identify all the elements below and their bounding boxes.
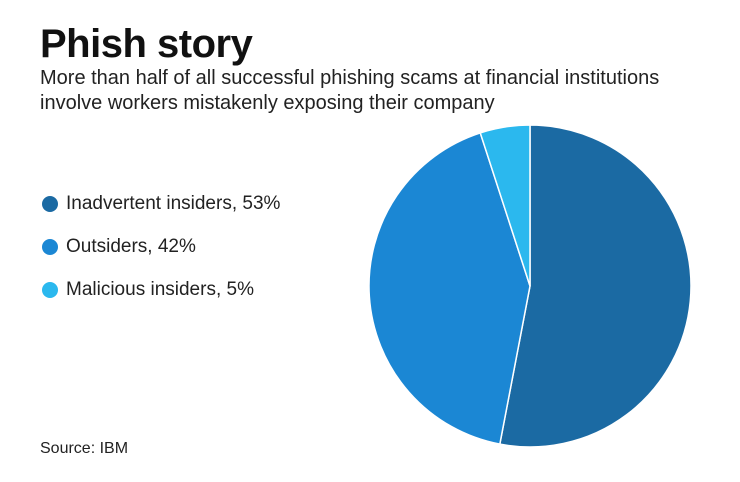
source-note: Source: IBM xyxy=(40,440,129,457)
pie-chart xyxy=(368,124,692,448)
legend-swatch-inadvertent-insiders xyxy=(42,196,58,212)
legend-label-inadvertent-insiders: Inadvertent insiders, 53% xyxy=(66,193,281,214)
legend-item-malicious-insiders: Malicious insiders, 5% xyxy=(42,279,280,301)
pie-slice-outsiders xyxy=(368,131,531,446)
pie-slice-malicious-insiders xyxy=(479,124,531,287)
legend-swatch-malicious-insiders xyxy=(42,282,58,298)
chart-subtitle: More than half of all successful phishin… xyxy=(40,67,660,114)
legend-item-inadvertent-insiders: Inadvertent insiders, 53% xyxy=(42,193,280,215)
chart-title: Phish story xyxy=(40,22,253,66)
legend-label-outsiders: Outsiders, 42% xyxy=(66,236,196,257)
legend-item-outsiders: Outsiders, 42% xyxy=(42,236,280,258)
legend-label-malicious-insiders: Malicious insiders, 5% xyxy=(66,279,254,300)
legend: Inadvertent insiders, 53% Outsiders, 42%… xyxy=(42,193,280,322)
pie-slice-inadvertent-insiders xyxy=(498,124,692,448)
legend-swatch-outsiders xyxy=(42,239,58,255)
